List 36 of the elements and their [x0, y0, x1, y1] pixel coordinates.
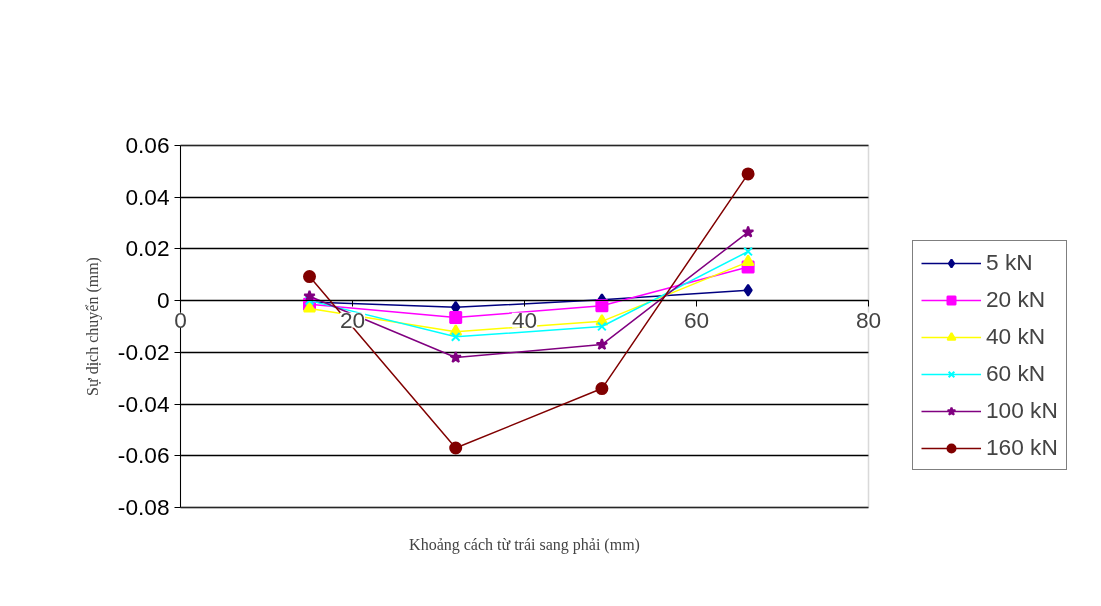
y-tick-label: 0.02 — [125, 235, 170, 262]
x-tick-label: 40 — [511, 306, 538, 333]
y-axis-title: Sự dịch chuyển (mm) — [83, 257, 102, 396]
x-axis-title: Khoảng cách từ trái sang phải (mm) — [409, 535, 640, 554]
y-tick-label: -0.06 — [117, 442, 170, 469]
point — [449, 441, 463, 455]
x-tick-label: 20 — [339, 306, 366, 333]
legend-label: 5 kN — [986, 249, 1033, 276]
point — [741, 167, 755, 181]
legend-label: 20 kN — [986, 286, 1046, 313]
point — [741, 254, 755, 267]
point — [449, 351, 462, 363]
point — [303, 301, 316, 313]
legend-label: 100 kN — [986, 397, 1058, 424]
point — [597, 321, 607, 332]
y-tick-label: -0.02 — [117, 338, 170, 365]
y-tick-label: 0 — [156, 287, 170, 314]
point — [449, 310, 463, 324]
y-tick-label: -0.08 — [117, 494, 170, 520]
x-tick-label: 80 — [855, 306, 882, 333]
legend-label: 60 kN — [986, 360, 1046, 387]
x-tick-label: 0 — [174, 306, 187, 333]
point — [743, 246, 753, 257]
x-tick-label: 60 — [683, 306, 710, 333]
point — [595, 338, 609, 351]
y-tick-label: 0.04 — [125, 183, 170, 210]
legend-label: 160 kN — [986, 434, 1058, 461]
point — [303, 270, 316, 284]
y-tick-label: 0.06 — [125, 132, 170, 158]
point — [450, 331, 461, 342]
point — [595, 382, 609, 396]
legend-label: 40 kN — [986, 323, 1046, 350]
point — [741, 225, 755, 238]
y-tick-label: -0.04 — [117, 390, 170, 417]
point — [595, 299, 609, 313]
point — [743, 283, 753, 297]
